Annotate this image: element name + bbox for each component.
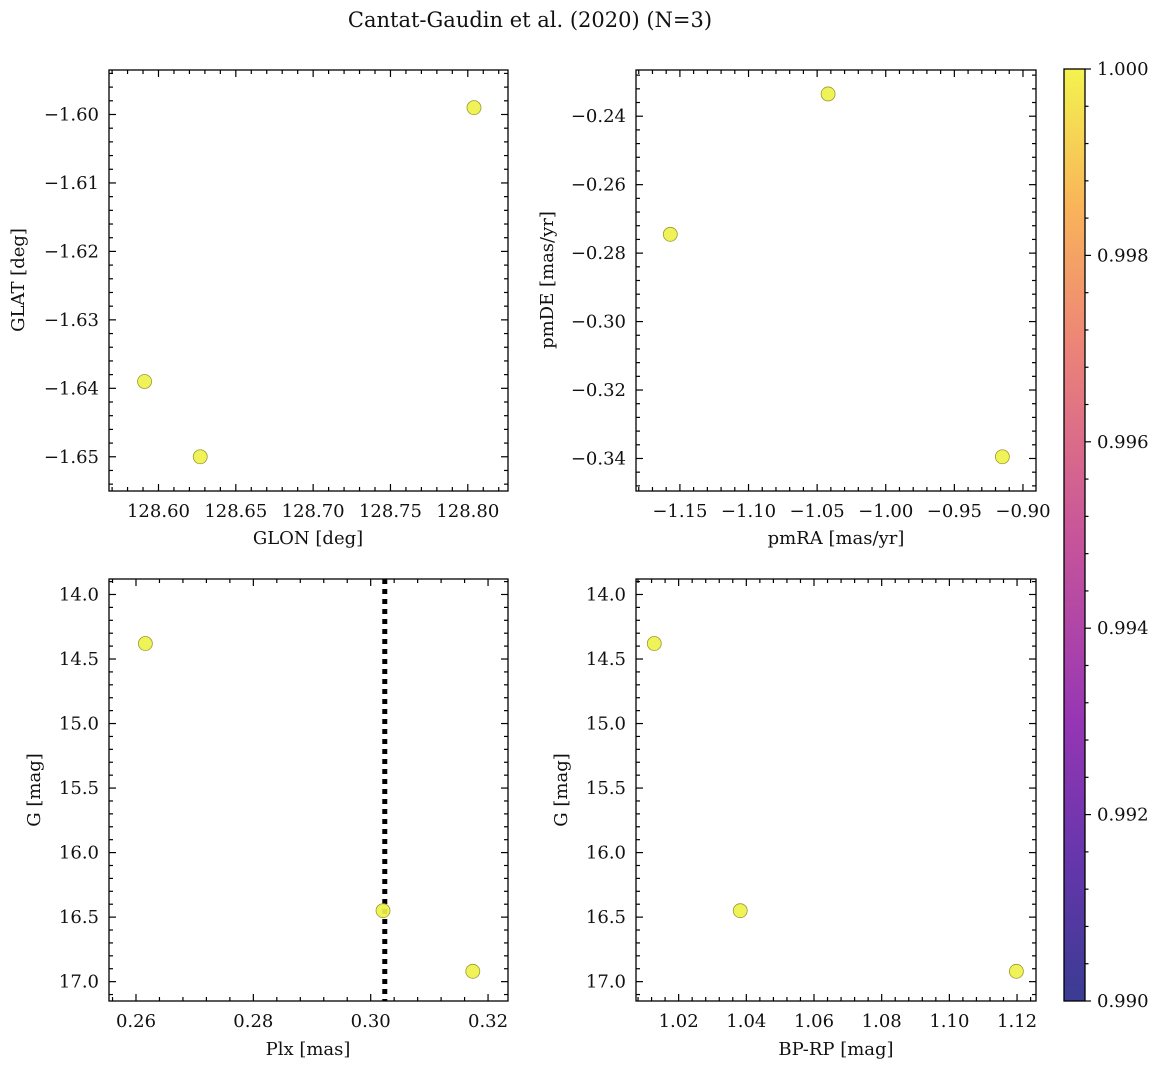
y-axis: −0.24 −0.26 −0.28 −0.30 −0.32 −0.34: [571, 74, 1036, 487]
y-tick-label: 14.0: [59, 584, 99, 605]
x-tick-label: 0.32: [468, 1011, 508, 1032]
x-tick-label: 128.70: [282, 501, 345, 522]
y-axis-label: G [mag]: [24, 753, 45, 826]
data-points: [137, 636, 481, 979]
y-axis-label: GLAT [deg]: [8, 228, 29, 332]
panel-pmra-pmde: −1.15 −1.10 −1.05 −1.00 −0.95 −0.90 −0.24−0.2…: [537, 69, 1051, 549]
data-point: [732, 903, 748, 919]
x-tick-label: −1.15: [652, 501, 707, 522]
y-tick-label: −1.63: [44, 310, 99, 331]
x-tick-label: −1.10: [721, 501, 776, 522]
colorbar-ticks: 1.000 0.998 0.996 0.994 0.992 0.990: [1085, 59, 1149, 1012]
x-axis: 128.60 128.65 128.70 128.75 128.80: [111, 70, 500, 522]
data-points: [662, 86, 1010, 465]
x-tick-label: 128.60: [127, 501, 190, 522]
figure-title: Cantat-Gaudin et al. (2020) (N=3): [348, 8, 712, 32]
colorbar-tick-label: 1.000: [1097, 59, 1149, 80]
y-axis: −1.60 −1.61 −1.62 −1.63 −1.64 −1.65: [44, 72, 508, 485]
y-tick-label: −0.34: [571, 448, 626, 469]
x-tick-label: 1.12: [997, 1011, 1037, 1032]
data-points: [137, 100, 482, 465]
x-tick-label: 1.10: [929, 1011, 969, 1032]
y-tick-label: −1.62: [44, 241, 99, 262]
colorbar-tick-label: 0.998: [1097, 245, 1149, 266]
x-axis: −1.15 −1.10 −1.05 −1.00 −0.95 −0.90: [638, 70, 1051, 522]
y-tick-label: 16.0: [59, 843, 99, 864]
data-point: [994, 449, 1010, 465]
panel-plx-g: 0.26 0.28 0.30 0.32 14.0 14.5 15.0 15.5 16.0 16.…: [24, 578, 509, 1060]
plot-frame: [108, 69, 509, 492]
colorbar-tick-label: 0.994: [1097, 618, 1149, 639]
x-tick-label: 128.80: [436, 501, 499, 522]
y-tick-label: −1.60: [44, 104, 99, 125]
x-tick-label: 0.26: [116, 1011, 156, 1032]
x-tick-label: 1.04: [726, 1011, 766, 1032]
colorbar: 1.000 0.998 0.996 0.994 0.992 0.990: [1063, 59, 1149, 1012]
y-tick-label: −0.28: [571, 243, 626, 264]
y-axis: 14.0 14.5 15.0 15.5 16.0 16.5 17.0: [586, 580, 1036, 996]
y-tick-label: −1.61: [44, 173, 99, 194]
colorbar-tick-label: 0.996: [1097, 432, 1149, 453]
plot-frame: [635, 69, 1037, 492]
y-tick-label: −1.65: [44, 447, 99, 468]
y-tick-label: −0.24: [571, 106, 626, 127]
data-point: [646, 636, 662, 651]
y-tick-label: 15.5: [586, 778, 626, 799]
x-axis: 1.02 1.04 1.06 1.08 1.10 1.12: [637, 579, 1037, 1032]
data-point: [1008, 963, 1024, 979]
colorbar-gradient: [1063, 68, 1086, 1002]
data-points: [646, 636, 1024, 979]
x-axis-label: BP-RP [mag]: [778, 1039, 893, 1060]
data-point: [820, 86, 836, 102]
plot-frame: [108, 578, 509, 1002]
y-tick-label: 14.5: [586, 649, 626, 670]
x-axis-label: GLON [deg]: [253, 528, 363, 549]
y-tick-label: −0.26: [571, 175, 626, 196]
panel-glon-glat: 128.60 128.65 128.70 128.75 128.80 −1.60−1.6…: [8, 69, 509, 549]
data-point: [192, 449, 208, 465]
y-axis-label: pmDE [mas/yr]: [537, 211, 558, 349]
x-tick-label: 0.28: [233, 1011, 273, 1032]
colorbar-tick-label: 0.992: [1097, 805, 1149, 826]
x-tick-label: 1.06: [794, 1011, 834, 1032]
y-tick-label: 15.0: [59, 714, 99, 735]
data-point: [662, 226, 678, 242]
panel-bprp-g: 1.02 1.04 1.06 1.08 1.10 1.12 14.0 14.5 15.0 15.…: [551, 578, 1037, 1060]
x-tick-label: −1.00: [858, 501, 913, 522]
x-axis: 0.26 0.28 0.30 0.32: [111, 579, 508, 1032]
x-axis-label: Plx [mas]: [266, 1039, 351, 1060]
x-tick-label: 128.75: [359, 501, 422, 522]
x-tick-label: −0.95: [927, 501, 982, 522]
plot-frame: [635, 578, 1037, 1002]
y-tick-label: 16.5: [586, 907, 626, 928]
y-tick-label: 16.0: [586, 843, 626, 864]
data-point: [375, 903, 391, 919]
x-tick-label: −1.05: [790, 501, 845, 522]
x-axis-label: pmRA [mas/yr]: [768, 528, 905, 549]
y-tick-label: 17.0: [59, 972, 99, 993]
data-point: [465, 963, 481, 979]
y-tick-label: −0.30: [571, 312, 626, 333]
y-tick-label: 14.0: [586, 584, 626, 605]
y-tick-label: 14.5: [59, 649, 99, 670]
x-tick-label: 128.65: [204, 501, 267, 522]
colorbar-tick-label: 0.990: [1097, 991, 1149, 1012]
data-point: [466, 100, 482, 116]
y-tick-label: 17.0: [586, 972, 626, 993]
y-tick-label: 15.0: [586, 714, 626, 735]
y-tick-label: 15.5: [59, 778, 99, 799]
data-point: [137, 374, 152, 389]
y-tick-label: −0.32: [571, 380, 626, 401]
x-tick-label: −0.90: [995, 501, 1050, 522]
y-axis-label: G [mag]: [551, 753, 572, 826]
y-tick-label: 16.5: [59, 907, 99, 928]
x-tick-label: 0.30: [351, 1011, 391, 1032]
data-point: [137, 636, 153, 651]
y-axis: 14.0 14.5 15.0 15.5 16.0 16.5 17.0: [59, 580, 508, 996]
y-tick-label: −1.64: [44, 378, 99, 399]
x-tick-label: 1.08: [862, 1011, 902, 1032]
x-tick-label: 1.02: [659, 1011, 699, 1032]
